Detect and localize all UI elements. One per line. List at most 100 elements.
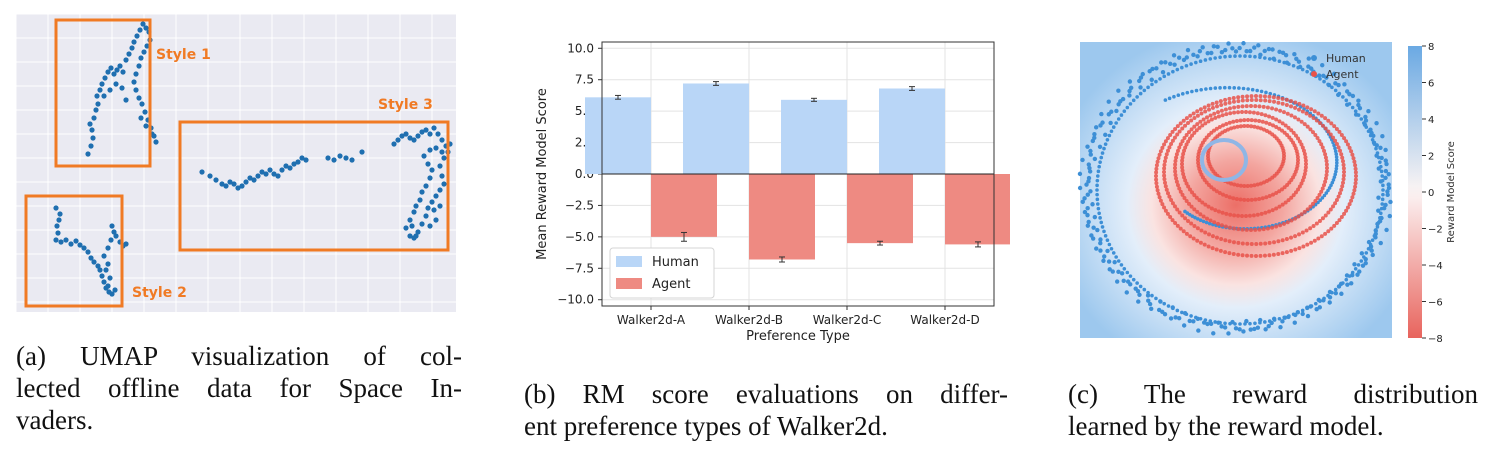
- agent-point: [1308, 204, 1313, 209]
- human-point: [1330, 290, 1334, 295]
- human-point: [1156, 307, 1162, 313]
- human-point: [1320, 196, 1325, 200]
- umap-point: [134, 33, 140, 39]
- agent-point: [1249, 197, 1254, 202]
- human-point: [1147, 301, 1153, 307]
- human-point: [1223, 54, 1227, 59]
- style2-label: Style 2: [132, 285, 187, 301]
- human-point: [1127, 93, 1132, 98]
- agent-point: [1263, 241, 1268, 246]
- agent-point: [1154, 163, 1159, 168]
- agent-point: [1267, 114, 1272, 119]
- human-point: [1342, 82, 1347, 87]
- human-point: [1280, 319, 1285, 324]
- agent-bar: [847, 174, 913, 244]
- umap-point: [259, 169, 265, 175]
- agent-point: [1227, 225, 1232, 230]
- agent-point: [1258, 98, 1263, 103]
- agent-point: [1210, 234, 1215, 239]
- agent-point: [1249, 228, 1253, 232]
- agent-point: [1238, 124, 1243, 129]
- human-point: [1103, 142, 1108, 146]
- agent-point: [1240, 253, 1245, 258]
- agent-point: [1255, 125, 1260, 130]
- agent-point: [1173, 126, 1178, 131]
- umap-point: [68, 241, 74, 247]
- agent-point: [1274, 117, 1279, 122]
- y-tick-label: −7.5: [565, 261, 594, 275]
- umap-point: [63, 237, 69, 243]
- human-point: [1176, 93, 1181, 98]
- human-point: [1335, 158, 1339, 162]
- agent-point: [1255, 182, 1260, 187]
- agent-point: [1297, 101, 1302, 106]
- human-point: [1256, 43, 1261, 48]
- human-point: [1366, 109, 1371, 114]
- human-point: [1106, 259, 1112, 264]
- agent-point: [1259, 211, 1264, 216]
- agent-point: [1208, 218, 1213, 223]
- agent-point: [1199, 228, 1204, 233]
- agent-point: [1162, 173, 1167, 178]
- human-point: [1291, 63, 1296, 68]
- agent-point: [1353, 166, 1358, 171]
- legend-marker: [1311, 55, 1317, 61]
- human-point: [1209, 50, 1214, 56]
- human-point: [1158, 77, 1162, 81]
- agent-point: [1231, 240, 1236, 245]
- human-point: [1223, 321, 1227, 326]
- agent-point: [1192, 207, 1197, 212]
- umap-point: [199, 169, 205, 175]
- human-point: [1287, 62, 1291, 66]
- human-point: [1250, 87, 1255, 92]
- agent-point: [1322, 183, 1327, 188]
- umap-point: [441, 181, 447, 187]
- umap-point: [105, 261, 111, 267]
- human-point: [1112, 259, 1117, 265]
- human-point: [1085, 223, 1091, 228]
- human-point: [1087, 169, 1093, 174]
- agent-point: [1183, 123, 1188, 128]
- human-point: [1194, 315, 1198, 320]
- umap-point: [139, 101, 145, 107]
- agent-point: [1300, 230, 1305, 235]
- umap-point: [53, 237, 59, 243]
- umap-point: [423, 213, 429, 219]
- umap-point: [433, 193, 439, 199]
- human-point: [1107, 133, 1112, 138]
- agent-point: [1231, 251, 1236, 256]
- agent-point: [1260, 196, 1265, 201]
- agent-point: [1246, 118, 1250, 122]
- agent-point: [1182, 195, 1187, 200]
- agent-point: [1212, 111, 1217, 116]
- agent-point: [1243, 213, 1248, 218]
- agent-point: [1174, 179, 1179, 184]
- human-point: [1222, 85, 1227, 90]
- agent-point: [1289, 128, 1294, 133]
- umap-point: [126, 51, 132, 57]
- umap-point: [136, 95, 142, 101]
- agent-point: [1216, 209, 1221, 214]
- human-point: [1142, 88, 1147, 93]
- agent-point: [1296, 158, 1300, 162]
- agent-point: [1194, 128, 1199, 133]
- agent-point: [1223, 250, 1228, 255]
- human-point: [1344, 98, 1349, 103]
- human-point: [1376, 208, 1381, 213]
- umap-point: [129, 45, 135, 51]
- human-point: [1386, 182, 1391, 187]
- umap-point: [144, 43, 150, 49]
- agent-point: [1236, 95, 1241, 100]
- human-point: [1114, 279, 1120, 284]
- human-point: [1106, 99, 1111, 104]
- x-tick-label: Walker2d-B: [715, 313, 783, 327]
- human-point: [1162, 301, 1167, 306]
- umap-point: [113, 81, 119, 87]
- agent-point: [1336, 145, 1341, 150]
- human-point: [1387, 213, 1392, 219]
- agent-point: [1246, 198, 1250, 202]
- umap-point: [431, 125, 437, 131]
- human-point: [1334, 155, 1339, 159]
- agent-point: [1213, 115, 1218, 120]
- agent-point: [1242, 183, 1247, 188]
